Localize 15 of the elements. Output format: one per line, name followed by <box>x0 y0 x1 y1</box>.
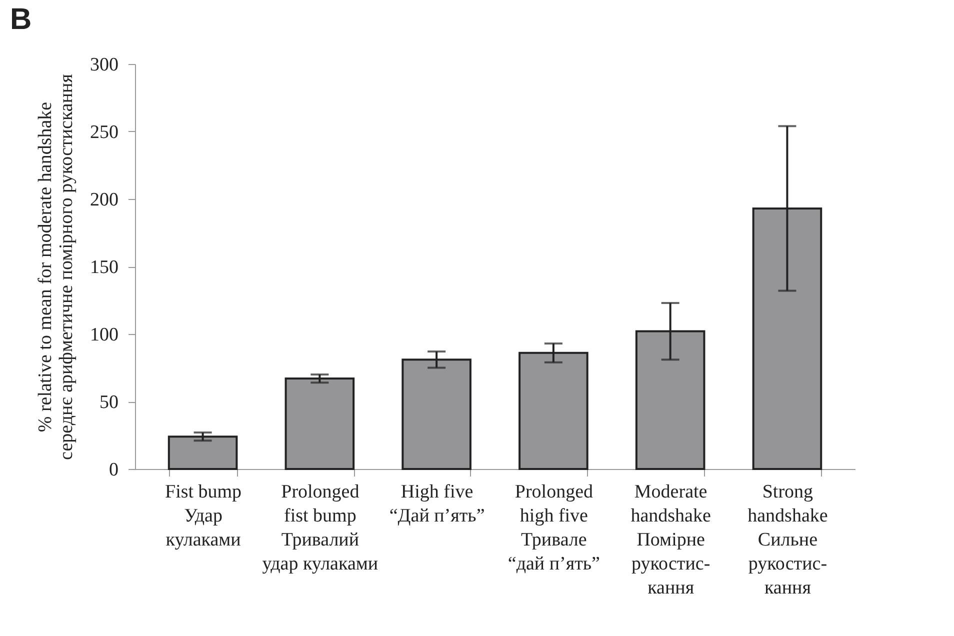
y-tick-label: 50 <box>100 392 118 413</box>
x-tick-label: Fist bump Удар кулаками <box>165 482 242 550</box>
x-tick-label: Moderate handshake Помірне рукостис- кання <box>630 482 711 598</box>
x-tick-label: Prolonged high five Тривале “дай п’ять” <box>508 482 600 574</box>
chart-title: B <box>10 3 32 36</box>
y-tick-label: 300 <box>90 54 118 76</box>
y-tick-label: 0 <box>109 460 118 480</box>
x-tick-label: Strong handshake Сильне рукостис- кання <box>748 482 828 598</box>
y-tick-label: 200 <box>90 190 118 210</box>
y-tick-label: 100 <box>90 324 118 346</box>
x-tick-label: Prolonged fist bump Тривалий удар кулаками <box>262 482 378 574</box>
x-tick-label: High five “Дай п’ять” <box>389 482 485 526</box>
y-tick-label: 250 <box>90 122 118 143</box>
y-axis-title: % relative to mean for moderate handshake середнє арифметичне помірного рукостискання <box>35 74 77 460</box>
y-tick-label: 150 <box>90 257 118 278</box>
